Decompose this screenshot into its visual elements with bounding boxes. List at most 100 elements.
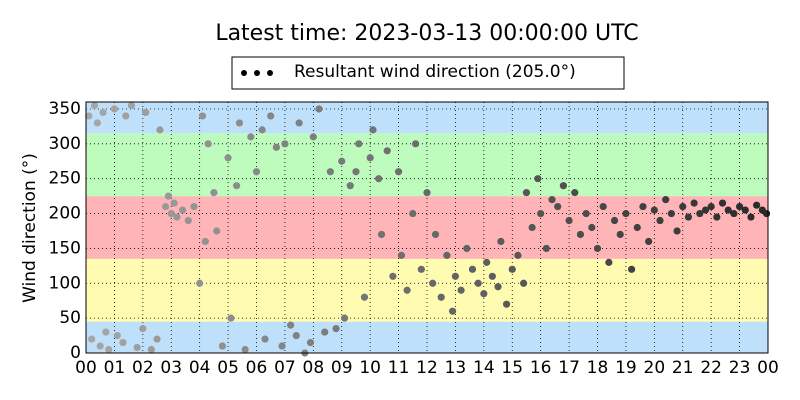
x-tick-label: 13 (445, 358, 467, 378)
data-point (321, 328, 329, 336)
x-tick-label: 00 (757, 358, 779, 378)
data-point (645, 237, 653, 246)
x-tick-label: 23 (729, 358, 751, 378)
data-point (241, 345, 249, 354)
direction-band (86, 196, 768, 259)
y-axis-label: Wind direction (°) (20, 153, 40, 303)
data-point (198, 112, 207, 120)
x-tick-label: 07 (274, 358, 296, 378)
data-point (366, 154, 374, 162)
data-point (429, 279, 437, 287)
data-point (224, 154, 232, 162)
data-point (88, 335, 96, 343)
data-point (196, 279, 204, 287)
data-point (102, 328, 110, 336)
y-tick-label: 100 (49, 273, 81, 293)
x-tick-label: 00 (75, 358, 97, 378)
data-point (628, 265, 636, 273)
data-point (696, 209, 704, 218)
data-point (463, 244, 471, 253)
data-point (326, 168, 334, 176)
data-point (448, 307, 457, 315)
data-point (213, 227, 221, 235)
data-point (179, 206, 187, 214)
legend-marker (241, 70, 247, 76)
data-point (272, 143, 280, 151)
x-tick-label: 17 (558, 358, 580, 378)
data-point (139, 324, 147, 333)
data-point (252, 168, 261, 176)
data-point (690, 199, 698, 207)
x-tick-label: 22 (700, 358, 722, 378)
data-point (650, 206, 658, 214)
data-point (258, 126, 266, 134)
data-point (633, 223, 641, 232)
data-point (346, 182, 354, 190)
data-point (153, 335, 161, 343)
data-point (247, 133, 255, 141)
data-point (338, 157, 346, 165)
x-tick-label: 11 (388, 358, 410, 378)
data-point (534, 175, 542, 183)
data-point (537, 209, 545, 218)
data-point (93, 119, 101, 127)
y-tick-label: 350 (49, 99, 81, 119)
data-point (227, 314, 235, 322)
data-point (508, 265, 516, 273)
data-point (735, 202, 744, 211)
data-point (164, 192, 173, 200)
data-point (340, 314, 349, 322)
data-point (278, 342, 286, 350)
data-point (119, 338, 127, 347)
plot-frame (85, 101, 769, 354)
data-point (133, 343, 141, 352)
data-point (528, 223, 536, 232)
data-point (588, 223, 596, 232)
data-point (582, 209, 590, 218)
data-point (281, 140, 289, 148)
data-point (332, 324, 340, 333)
x-tick-label: 18 (587, 358, 609, 378)
data-point (352, 168, 360, 176)
data-point (210, 189, 218, 197)
legend-box (231, 56, 625, 90)
data-point (431, 230, 440, 239)
data-point (522, 189, 531, 197)
data-point (306, 338, 315, 347)
data-point (468, 265, 477, 273)
data-point (684, 213, 693, 221)
data-point (360, 293, 369, 301)
x-tick-label: 16 (530, 358, 552, 378)
data-point (315, 105, 323, 113)
data-point (190, 202, 198, 211)
data-point (383, 147, 391, 155)
data-point (295, 119, 303, 127)
data-point (113, 331, 121, 340)
data-point (110, 105, 119, 113)
x-tick-label: 02 (132, 358, 154, 378)
data-point (724, 206, 732, 214)
data-point (173, 213, 181, 221)
y-tick-label: 200 (49, 204, 81, 224)
data-point (474, 279, 482, 287)
chart-title: Latest time: 2023-03-13 00:00:00 UTC (215, 21, 638, 46)
data-point (417, 265, 425, 273)
data-point (377, 230, 386, 239)
data-point (389, 272, 397, 280)
data-point (409, 209, 417, 218)
data-point (673, 227, 681, 235)
data-point (488, 272, 496, 280)
data-point (292, 331, 300, 340)
x-tick-label: 20 (644, 358, 666, 378)
data-point (218, 342, 226, 350)
legend-marker (267, 70, 273, 76)
data-point (127, 101, 136, 110)
data-point (494, 283, 502, 291)
x-tick-label: 14 (473, 358, 495, 378)
data-point (161, 202, 170, 211)
data-point (201, 237, 209, 246)
data-point (502, 300, 511, 308)
data-point (235, 119, 244, 127)
data-point (375, 175, 383, 183)
data-point (514, 251, 522, 259)
